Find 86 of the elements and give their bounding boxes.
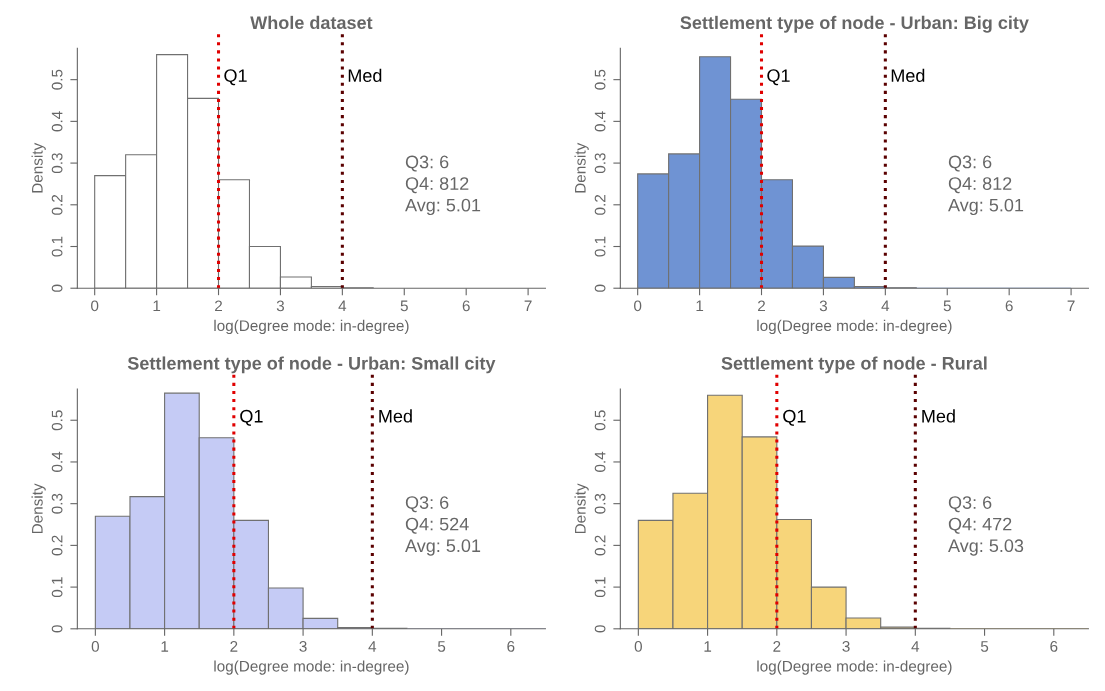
y-tick-label: 0.4 [594,111,606,132]
x-axis-title: log(Degree mode: in-degree) [214,660,409,675]
y-tick-label: 0.5 [51,69,63,90]
annotation: Q4: 812 [948,177,1012,194]
x-tick-label: 4 [338,300,347,312]
x-tick-label: 3 [819,300,827,312]
x-tick-label: 6 [462,300,470,312]
y-tick-label: 0.5 [51,410,63,431]
ref-line-label: Q1 [767,69,790,86]
chart-title: Settlement type of node - Urban: Small city [127,356,496,374]
ref-line-label: Q1 [783,409,806,426]
annotation: Avg: 5.01 [405,539,481,556]
x-tick-label: 2 [758,300,765,312]
chart-title: Whole dataset [250,15,373,30]
x-tick-label: 4 [881,300,890,312]
y-tick-label: 0.1 [594,236,606,257]
chart-title: Settlement type of node - Rural [721,356,987,374]
x-tick-label: 2 [773,641,781,652]
annotation: Q3: 6 [405,496,449,513]
x-axis-title: log(Degree mode: in-degree) [757,319,952,335]
annotation: Avg: 5.03 [948,539,1024,556]
annotation: Avg: 5.01 [405,198,481,216]
x-tick-label: 7 [1067,300,1075,312]
annotation: Q3: 6 [948,155,992,172]
y-tick-label: 0 [594,625,606,633]
y-tick-label: 0.3 [51,493,63,514]
x-tick-label: 1 [696,300,704,312]
x-tick-label: 0 [634,641,642,652]
x-tick-label: 2 [215,300,222,312]
y-tick-label: 0.4 [594,451,606,472]
x-axis-title: log(Degree mode: in-degree) [757,660,952,675]
ref-line-label: Q1 [240,409,263,426]
y-tick-label: 0.2 [51,194,63,215]
x-tick-label: 5 [943,300,951,312]
annotation: Q4: 812 [405,177,469,194]
ref-line-label: Med [891,68,925,82]
x-axis-title: log(Degree mode: in-degree) [214,319,409,335]
x-tick-label: 1 [704,641,712,652]
ref-line-label: Med [379,409,412,423]
y-tick-label: 0.1 [51,236,63,257]
y-tick-label: 0.1 [51,577,63,598]
y-tick-label: 0.4 [51,451,63,472]
y-tick-label: 0.1 [594,577,606,598]
chart-title: Settlement type of node - Urban: Big city [680,15,1029,33]
y-tick-label: 0.2 [594,535,606,556]
y-axis-title: Density [31,142,46,193]
y-tick-label: 0.4 [51,111,63,132]
annotation: Avg: 5.01 [948,198,1024,216]
ref-line-label: Q1 [224,69,247,86]
y-tick-label: 0.5 [594,69,606,90]
annotation: Q4: 472 [948,517,1012,534]
y-axis-title: Density [574,483,589,534]
y-tick-label: 0 [51,625,63,633]
ref-line-label: Med [922,409,955,423]
annotation: Q4: 524 [405,517,469,534]
x-tick-label: 6 [1050,641,1058,652]
ref-line-label: Med [348,68,382,82]
x-tick-label: 7 [524,300,532,312]
y-tick-label: 0.2 [594,194,606,215]
y-axis-title: Density [31,483,46,534]
annotation: Q3: 6 [405,155,449,172]
x-tick-label: 3 [842,641,850,652]
y-tick-label: 0.3 [51,153,63,174]
x-tick-label: 2 [230,641,238,652]
y-tick-label: 0.5 [594,410,606,431]
x-tick-label: 0 [634,300,642,312]
x-tick-label: 6 [507,641,515,652]
x-tick-label: 3 [276,300,285,312]
x-tick-label: 5 [437,641,446,652]
x-tick-label: 1 [153,300,161,312]
y-tick-label: 0 [51,284,63,292]
y-tick-label: 0.3 [594,153,606,174]
x-tick-label: 3 [299,641,307,652]
x-tick-label: 1 [161,641,169,652]
x-tick-label: 5 [400,300,408,312]
y-tick-label: 0 [594,284,606,292]
annotation: Q3: 6 [948,496,992,513]
x-tick-label: 6 [1005,300,1013,312]
y-tick-label: 0.2 [51,535,63,556]
x-tick-label: 4 [368,641,377,652]
y-axis-title: Density [574,142,589,193]
y-tick-label: 0.3 [594,493,606,514]
x-tick-label: 4 [911,641,920,652]
x-tick-label: 0 [91,300,99,312]
x-tick-label: 0 [91,641,99,652]
x-tick-label: 5 [980,641,989,652]
